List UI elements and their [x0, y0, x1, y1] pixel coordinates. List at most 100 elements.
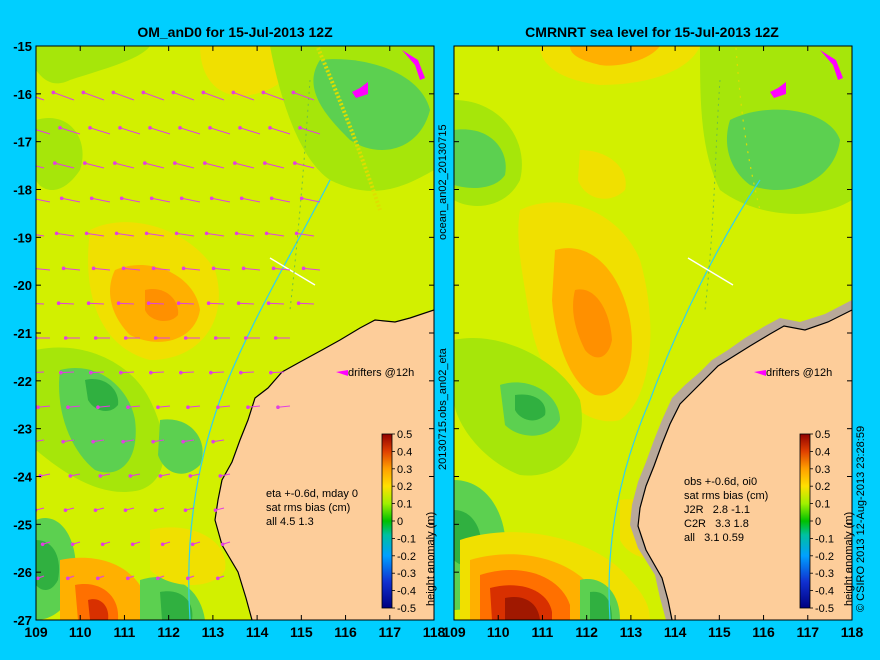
side-label-obs: 20130715.obs_an02_eta — [437, 347, 449, 470]
right-panel-title: CMRNRT sea level for 15-Jul-2013 12Z — [525, 24, 779, 40]
colorbar-tick-label: 0.5 — [815, 429, 830, 441]
velocity-arrow-head — [233, 161, 237, 165]
velocity-arrow-head — [63, 508, 68, 512]
lat-tick-label: -18 — [13, 183, 32, 198]
velocity-arrow — [121, 197, 141, 203]
velocity-arrow-head — [59, 196, 64, 201]
left-contour-field — [27, 46, 434, 620]
velocity-arrow — [263, 91, 285, 101]
lon-tick-label: 115 — [290, 624, 313, 640]
velocity-arrow-head — [296, 301, 301, 306]
colorbar-label: height anomaly (m) — [843, 512, 855, 606]
velocity-arrow-head — [206, 301, 211, 306]
velocity-arrow — [277, 405, 291, 408]
velocity-arrow-head — [130, 542, 135, 547]
lat-tick-label: -16 — [13, 87, 32, 102]
velocity-arrow-head — [263, 161, 267, 165]
right-stats-line-1: obs +-0.6d, oi0 — [684, 476, 757, 488]
velocity-arrow-head — [96, 576, 100, 581]
colorbar-tick-label: 0.5 — [397, 429, 412, 441]
velocity-arrow-head — [61, 266, 66, 271]
velocity-arrow — [123, 267, 141, 271]
velocity-arrow-head — [68, 474, 73, 478]
velocity-arrow — [86, 232, 105, 237]
velocity-arrow — [271, 197, 291, 203]
velocity-arrow — [236, 232, 255, 237]
copyright-label: © CSIRO 2013 12-Aug-2013 23:28:59 — [855, 426, 867, 612]
lon-tick-label: 109 — [442, 624, 466, 640]
velocity-arrow-head — [98, 474, 103, 478]
velocity-arrow — [173, 91, 195, 101]
velocity-arrow — [91, 197, 111, 203]
velocity-arrow-head — [186, 405, 190, 410]
velocity-arrow — [233, 91, 255, 101]
velocity-arrow — [213, 267, 231, 271]
lat-tick-label: -22 — [13, 374, 32, 389]
velocity-arrow-head — [268, 126, 272, 130]
velocity-arrow — [303, 267, 321, 271]
left-stats-line-3: all 4.5 1.3 — [266, 516, 314, 528]
velocity-arrow — [36, 129, 51, 135]
lat-tick-label: -20 — [13, 278, 32, 293]
velocity-arrow-head — [121, 439, 125, 444]
velocity-arrow — [150, 371, 165, 374]
velocity-arrow-head — [211, 439, 215, 444]
lon-tick-label: 118 — [423, 624, 446, 640]
velocity-arrow-head — [84, 231, 89, 236]
velocity-arrow-head — [201, 90, 206, 95]
velocity-arrow — [153, 439, 165, 443]
velocity-arrow — [120, 371, 135, 374]
velocity-arrow-head — [27, 301, 31, 305]
velocity-arrow-head — [91, 266, 96, 271]
right-stats-line-2: sat rms bias (cm) — [684, 490, 768, 502]
velocity-arrow-head — [176, 301, 181, 306]
lat-tick-label: -23 — [13, 422, 32, 437]
velocity-arrow-head — [143, 161, 147, 165]
velocity-arrow-head — [160, 542, 165, 547]
velocity-arrow-head — [209, 370, 213, 375]
velocity-arrow-head — [121, 266, 126, 271]
velocity-arrow-head — [66, 405, 70, 410]
velocity-arrow — [264, 162, 285, 169]
velocity-arrow — [217, 405, 231, 408]
right-drifters-label: drifters @12h — [766, 367, 832, 379]
velocity-arrow — [36, 198, 51, 203]
velocity-arrow — [67, 405, 81, 408]
velocity-arrow — [146, 232, 165, 237]
velocity-arrow-head — [126, 405, 130, 410]
velocity-arrow-head — [116, 301, 121, 306]
velocity-arrow — [144, 162, 165, 169]
velocity-arrow-head — [119, 370, 123, 375]
velocity-arrow-head — [151, 439, 155, 444]
velocity-arrow — [299, 127, 321, 135]
velocity-arrow-head — [294, 231, 299, 236]
velocity-arrow-head — [113, 161, 117, 165]
velocity-arrow-head — [190, 542, 195, 547]
left-panel-title: OM_anD0 for 15-Jul-2013 12Z — [137, 24, 333, 40]
velocity-arrow-head — [266, 301, 271, 306]
right-stats-line-3: J2R 2.8 -1.1 — [684, 504, 750, 516]
velocity-arrow — [54, 162, 75, 169]
left-axis-ticks: 109 110 111 112 113 114 115 116 117 118 -15 -16 -17 -… — [13, 39, 445, 640]
velocity-arrows-left — [27, 90, 321, 581]
lat-tick-label: -25 — [13, 517, 32, 532]
lon-tick-label: 116 — [752, 624, 775, 640]
velocity-arrow — [90, 371, 105, 374]
colorbar-tick-label: -0.5 — [397, 603, 416, 615]
velocity-arrow — [149, 127, 171, 135]
lon-tick-label: 114 — [246, 624, 269, 640]
velocity-arrow — [93, 439, 105, 443]
velocity-arrow-head — [126, 576, 130, 581]
velocity-arrow — [58, 302, 75, 305]
lon-tick-label: 118 — [841, 624, 864, 640]
velocity-arrow — [61, 197, 81, 203]
velocity-arrow-head — [146, 301, 151, 306]
lat-tick-label: -17 — [13, 135, 32, 150]
colorbar-tick-label: -0.2 — [397, 551, 416, 563]
velocity-arrow — [84, 162, 105, 169]
lon-tick-label: 113 — [202, 624, 225, 640]
velocity-arrow — [266, 232, 285, 237]
velocity-arrow-head — [179, 370, 183, 375]
colorbar-tick-label: 0.2 — [397, 481, 412, 493]
